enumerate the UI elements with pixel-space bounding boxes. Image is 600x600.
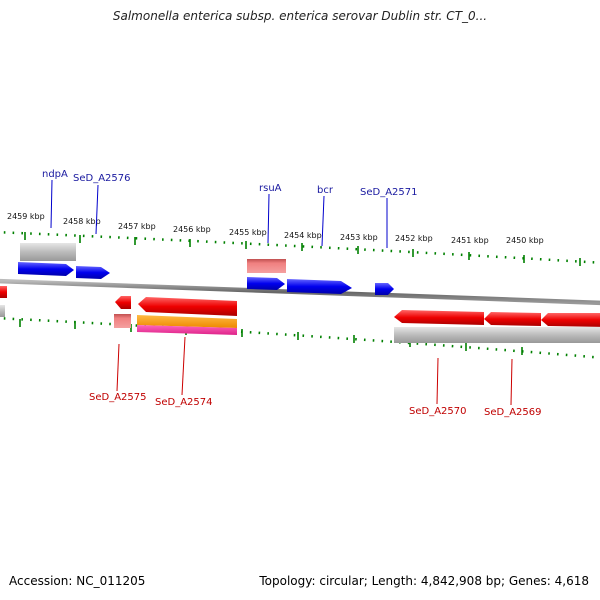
gene-label-SeD_A2574[interactable]: SeD_A2574 xyxy=(155,397,213,408)
reverse-grey-feature[interactable] xyxy=(394,327,600,343)
gene-label-SeD_A2575[interactable]: SeD_A2575 xyxy=(89,392,147,403)
gene-label-SeD_A2576[interactable]: SeD_A2576 xyxy=(73,173,131,184)
gene-SeD_A2574-arrow[interactable] xyxy=(138,297,237,316)
gene-ndpA-grey-feature[interactable] xyxy=(20,243,76,261)
gene-rsuA-pink-feature[interactable] xyxy=(247,259,286,273)
map-title: Salmonella enterica subsp. enterica sero… xyxy=(112,9,488,23)
gene-SeD_A2576-arrow[interactable] xyxy=(76,266,110,279)
gene-label-SeD_A2569[interactable]: SeD_A2569 xyxy=(484,407,542,418)
gene-rsuA-arrow[interactable] xyxy=(247,277,285,290)
gene-label-bcr[interactable]: bcr xyxy=(317,185,334,196)
gene-SeD_A2575-pink-feature[interactable] xyxy=(114,314,131,328)
accession-text: Accession: NC_011205 xyxy=(9,574,146,588)
genome-summary-text: Topology: circular; Length: 4,842,908 bp… xyxy=(259,574,589,588)
kbp-label: 2451 kbp xyxy=(451,236,489,245)
gene-label-ndpA[interactable]: ndpA xyxy=(42,169,68,180)
gene-label-rsuA[interactable]: rsuA xyxy=(259,183,282,194)
edge-grey-feature[interactable] xyxy=(0,305,5,317)
gene-SeD_A2570-arrow[interactable] xyxy=(394,310,484,325)
kbp-label: 2459 kbp xyxy=(7,212,45,221)
gene-label-SeD_A2571[interactable]: SeD_A2571 xyxy=(360,187,418,198)
kbp-label: 2450 kbp xyxy=(506,236,544,245)
gene-SeD_A2574-magenta-feature[interactable] xyxy=(137,325,237,335)
gene-SeD_A2574-orange-feature[interactable] xyxy=(137,315,237,328)
kbp-label: 2454 kbp xyxy=(284,231,322,240)
kbp-label: 2457 kbp xyxy=(118,222,156,231)
kbp-label: 2456 kbp xyxy=(173,225,211,234)
reverse-label-lines xyxy=(116,336,513,406)
gene-label-SeD_A2570[interactable]: SeD_A2570 xyxy=(409,406,467,417)
kbp-label: 2453 kbp xyxy=(340,233,378,242)
gene-SeD_A2569-arrow[interactable] xyxy=(484,312,541,326)
gene-bcr-arrow[interactable] xyxy=(287,279,352,294)
kbp-label: 2455 kbp xyxy=(229,228,267,237)
kbp-label: 2452 kbp xyxy=(395,234,433,243)
kbp-label: 2458 kbp xyxy=(63,217,101,226)
gene-SeD_A2575-arrow[interactable] xyxy=(115,296,131,309)
outer-major-ticks xyxy=(24,232,581,266)
edge-red-feature[interactable] xyxy=(0,286,7,298)
forward-label-lines xyxy=(50,179,388,248)
gene-SeD_A2571-arrow[interactable] xyxy=(375,283,394,295)
gene-next-reverse-arrow[interactable] xyxy=(541,313,600,327)
gene-ndpA-arrow[interactable] xyxy=(18,262,74,276)
